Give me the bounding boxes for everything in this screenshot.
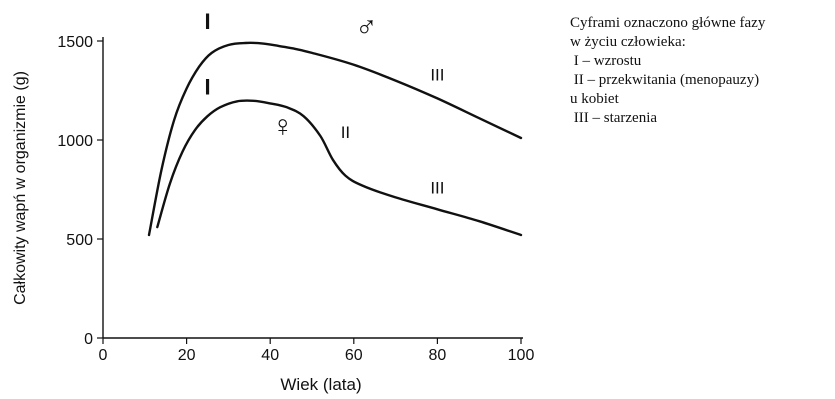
x-tick-label: 20	[178, 347, 196, 364]
note-line: I – wzrostu	[570, 53, 642, 69]
note-line: II – przekwitania (menopauzy)	[570, 72, 760, 88]
male-calcium-line	[147, 41, 523, 237]
note-line: w życiu człowieka:	[570, 34, 686, 50]
note-line: III – starzenia	[570, 110, 658, 126]
phase-legend-notes: Cyframi oznaczono główne fazy w życiu cz…	[570, 14, 832, 128]
y-tick-label: 1000	[57, 133, 93, 150]
y-axis-label: Całkowity wapń w organizmie (g)	[12, 71, 29, 305]
phase-label: II	[341, 123, 350, 142]
x-tick-label: 60	[345, 347, 363, 364]
phase-label: III	[430, 66, 444, 85]
note-line: u kobiet	[570, 91, 619, 107]
female-symbol-icon: ♀	[271, 110, 294, 143]
phase-label: III	[430, 178, 444, 197]
y-tick-label: 0	[84, 331, 93, 348]
y-tick-label: 1500	[57, 34, 93, 51]
phase-label: I	[204, 74, 210, 99]
phase-label: I	[204, 9, 210, 34]
x-tick-label: 0	[99, 347, 108, 364]
y-tick-label: 500	[66, 232, 93, 249]
x-tick-label: 100	[508, 347, 535, 364]
note-line: Cyframi oznaczono główne fazy	[570, 15, 766, 31]
female-calcium-line	[156, 99, 523, 237]
chart-series	[147, 41, 523, 237]
x-tick-label: 40	[261, 347, 279, 364]
x-tick-label: 80	[429, 347, 447, 364]
x-axis-label: Wiek (lata)	[280, 375, 361, 394]
chart-axes	[102, 37, 523, 339]
male-symbol-icon: ♂	[355, 11, 378, 44]
